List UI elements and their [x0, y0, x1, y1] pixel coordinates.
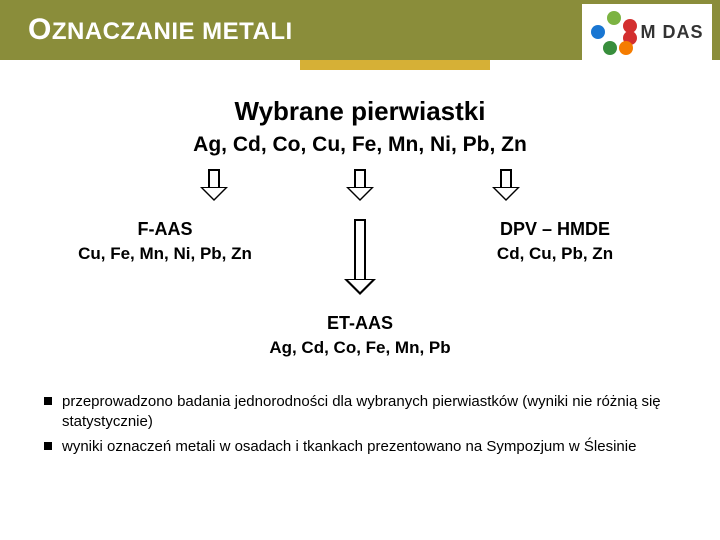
- down-arrow-icon: [493, 169, 519, 203]
- accent-strip: [300, 60, 490, 70]
- logo-text: M DAS: [641, 22, 704, 43]
- down-arrow-icon: [347, 169, 373, 203]
- title-rest: ZNACZANIE METALI: [52, 18, 293, 45]
- heading: Wybrane pierwiastki: [0, 96, 720, 127]
- header-bar: OZNACZANIE METALI M DAS: [0, 0, 720, 60]
- logo-dot-icon: [607, 11, 621, 25]
- logo-dot-icon: [603, 41, 617, 55]
- elements-list: Ag, Cd, Co, Cu, Fe, Mn, Ni, Pb, Zn: [0, 133, 720, 157]
- method-right: DPV – HMDE Cd, Cu, Pb, Zn: [450, 219, 660, 264]
- center-arrow: [335, 219, 385, 297]
- bullet-item: wyniki oznaczeń metali w osadach i tkank…: [44, 437, 690, 457]
- arrow-row: [0, 169, 720, 203]
- method-left: F-AAS Cu, Fe, Mn, Ni, Pb, Zn: [60, 219, 270, 264]
- method-left-elements: Cu, Fe, Mn, Ni, Pb, Zn: [60, 244, 270, 264]
- page-title: OZNACZANIE METALI: [28, 13, 293, 47]
- method-center: ET-AAS Ag, Cd, Co, Fe, Mn, Pb: [0, 313, 720, 358]
- bullet-list: przeprowadzono badania jednorodności dla…: [0, 392, 720, 457]
- title-cap: O: [28, 13, 52, 46]
- method-left-title: F-AAS: [60, 219, 270, 240]
- logo-dots: [591, 9, 637, 55]
- method-right-elements: Cd, Cu, Pb, Zn: [450, 244, 660, 264]
- method-center-elements: Ag, Cd, Co, Fe, Mn, Pb: [0, 338, 720, 358]
- method-center-title: ET-AAS: [0, 313, 720, 334]
- logo-dot-icon: [619, 41, 633, 55]
- content-area: Wybrane pierwiastki Ag, Cd, Co, Cu, Fe, …: [0, 60, 720, 457]
- logo-dot-icon: [591, 25, 605, 39]
- down-arrow-long-icon: [345, 219, 375, 297]
- method-right-title: DPV – HMDE: [450, 219, 660, 240]
- logo: M DAS: [582, 4, 712, 60]
- down-arrow-icon: [201, 169, 227, 203]
- methods-row: F-AAS Cu, Fe, Mn, Ni, Pb, Zn DPV – HMDE …: [0, 219, 720, 297]
- bullet-item: przeprowadzono badania jednorodności dla…: [44, 392, 690, 433]
